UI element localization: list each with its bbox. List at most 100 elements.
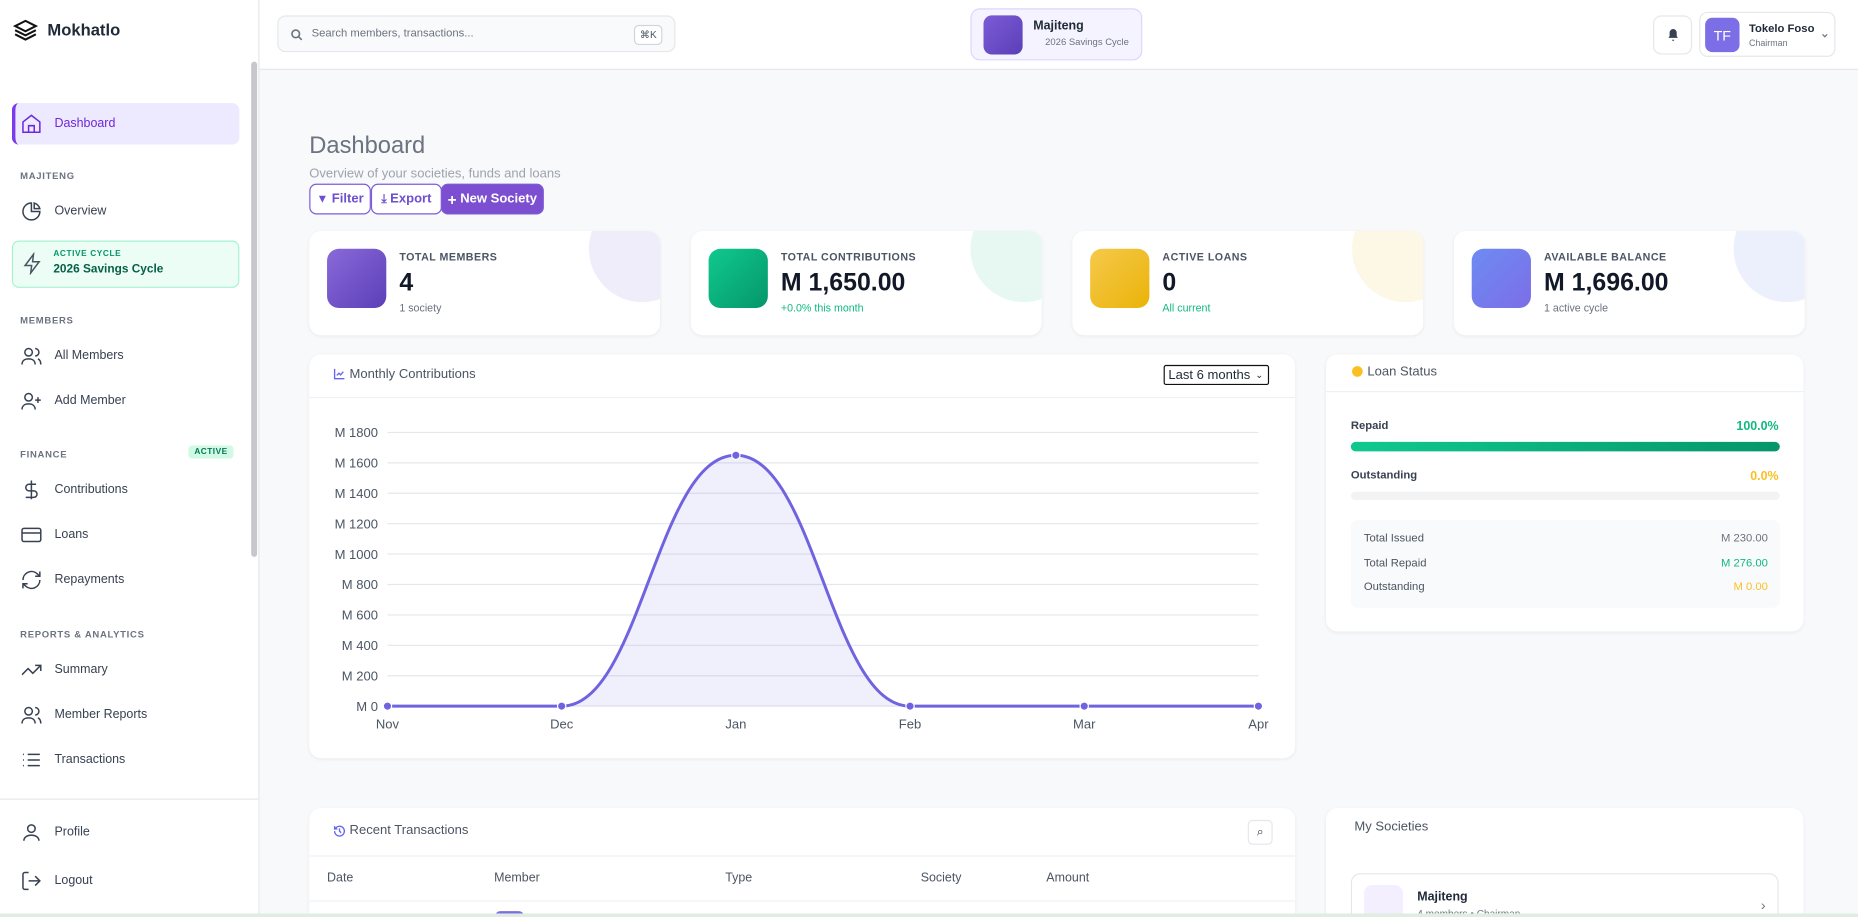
select-label: Last 6 months [1168, 367, 1251, 383]
scrollbar[interactable] [251, 61, 258, 557]
repaid-value: 100.0% [1736, 419, 1779, 434]
nav-label: Member Reports [54, 707, 148, 722]
icon [23, 252, 41, 275]
nav-label: Profile [54, 824, 90, 839]
user-menu[interactable]: TF Tokelo Foso Chairman [1699, 11, 1836, 57]
decoration [970, 231, 1042, 303]
card-title: Loan Status [1367, 364, 1438, 380]
divider [309, 396, 1296, 399]
chevron: › [1760, 896, 1766, 914]
button-label: New Society [460, 191, 538, 207]
stat-card: TOTAL MEMBERS 4 1 society [309, 231, 661, 336]
nav-loans[interactable]: Loans [20, 522, 88, 546]
nav-label: Add Member [54, 393, 126, 408]
decoration [588, 231, 661, 303]
x-tick-label: Dec [550, 717, 574, 732]
outstanding-value: 0.0% [1750, 469, 1779, 484]
divider [309, 900, 1296, 902]
nav-summary[interactable]: Summary [20, 658, 108, 682]
point [382, 701, 393, 711]
stat-label: TOTAL MEMBERS [399, 251, 498, 264]
section-label: MAJITENG [20, 170, 75, 182]
column-header: Member [494, 870, 540, 886]
stat-card: AVAILABLE BALANCE M 1,696.00 1 active cycl… [1453, 231, 1805, 336]
search-box[interactable]: Search members, transactions... ⌘K [277, 15, 676, 53]
y-tick-label: M 1600 [335, 456, 378, 471]
new-society-button[interactable]: + New Society [440, 183, 544, 215]
stat-value: 4 [399, 268, 414, 297]
total-label: Outstanding [1363, 580, 1425, 594]
progress-bar [1350, 441, 1780, 452]
total-label: Total Issued [1363, 531, 1424, 546]
range-select[interactable]: Last 6 months ⌄ [1163, 364, 1270, 386]
y-tick-label: M 1200 [335, 516, 378, 531]
society-switch[interactable]: Majiteng 2026 Savings Cycle [970, 8, 1143, 61]
y-tick-label: M 1000 [335, 547, 378, 562]
total-value: M 276.00 [1720, 556, 1768, 570]
y-tick-label: M 200 [342, 668, 378, 683]
y-tick-label: M 800 [342, 577, 378, 592]
stat-value: M 1,696.00 [1543, 268, 1669, 297]
y-tick-label: M 1400 [335, 486, 378, 501]
icon [333, 825, 346, 837]
stat-note: +0.0% this month [780, 302, 864, 314]
nav-label: Repayments [54, 572, 125, 587]
page-title: Dashboard [309, 132, 426, 159]
shortcut: ⌘K [633, 24, 663, 46]
decoration [1733, 231, 1805, 303]
x-tick-label: Apr [1248, 717, 1269, 732]
society-name: Majiteng [1033, 18, 1084, 34]
y-tick-label: M 600 [342, 608, 378, 623]
card-title: My Societies [1354, 819, 1429, 835]
stat-note: 1 active cycle [1543, 302, 1609, 314]
section-label: FINANCE [20, 449, 68, 460]
loan-status-card: Loan Status Repaid 100.0% Outstanding 0.… [1325, 354, 1804, 632]
decoration [1352, 231, 1424, 303]
icon [333, 368, 345, 380]
y-tick-label: M 1800 [335, 425, 378, 440]
column-header: Type [725, 870, 753, 886]
nav-active[interactable] [11, 103, 240, 145]
nav-add-member[interactable]: Add Member [20, 389, 126, 413]
nav-label: All Members [54, 348, 124, 363]
nav-contributions[interactable]: Contributions [20, 477, 128, 501]
export-button[interactable]: ⤓ Export [370, 183, 442, 215]
x-tick-label: Nov [376, 717, 400, 732]
user-role: Chairman [1748, 37, 1788, 49]
user-name: Tokelo Foso [1748, 22, 1815, 36]
logo [13, 19, 38, 41]
sidebar: Mokhatlo Dashboard MAJITENG Overview ACT… [0, 0, 260, 917]
icon [1668, 29, 1678, 41]
nav-member-reports[interactable]: Member Reports [20, 703, 147, 727]
nav-dashboard[interactable]: Dashboard [20, 111, 115, 135]
nav-all-members[interactable]: All Members [20, 344, 124, 368]
y-tick-label: M 400 [342, 638, 378, 653]
nav-logout[interactable]: Logout [20, 868, 93, 892]
society-name: Majiteng [1417, 889, 1468, 905]
notifications[interactable] [1653, 15, 1693, 55]
nav-profile[interactable]: Profile [20, 820, 90, 844]
divider [309, 855, 1296, 857]
search-button[interactable]: ⌕ [1247, 819, 1273, 845]
nav-label: Contributions [54, 482, 128, 497]
filter-button[interactable]: ▼ Filter [309, 183, 371, 215]
button-label: Export [390, 191, 432, 207]
nav-overview[interactable]: Overview [20, 199, 106, 223]
badge: ACTIVE [188, 445, 234, 459]
button-label: Filter [331, 191, 364, 207]
nav-transactions[interactable]: Transactions [20, 748, 125, 772]
icon [291, 29, 303, 41]
x-tick-label: Jan [725, 717, 746, 732]
active-cycle-card[interactable] [11, 240, 240, 288]
progress-track [1350, 491, 1780, 500]
nav-repayments[interactable]: Repayments [20, 568, 124, 592]
society-cycle: 2026 Savings Cycle [1045, 36, 1129, 48]
nav-label: Dashboard [54, 116, 116, 131]
society-item[interactable]: Majiteng 4 members • Chairman › [1350, 873, 1779, 917]
transactions-card: Recent Transactions ⌕ Date Member Type S… [309, 808, 1296, 917]
point [731, 450, 741, 460]
avatar: TF [1705, 17, 1740, 53]
